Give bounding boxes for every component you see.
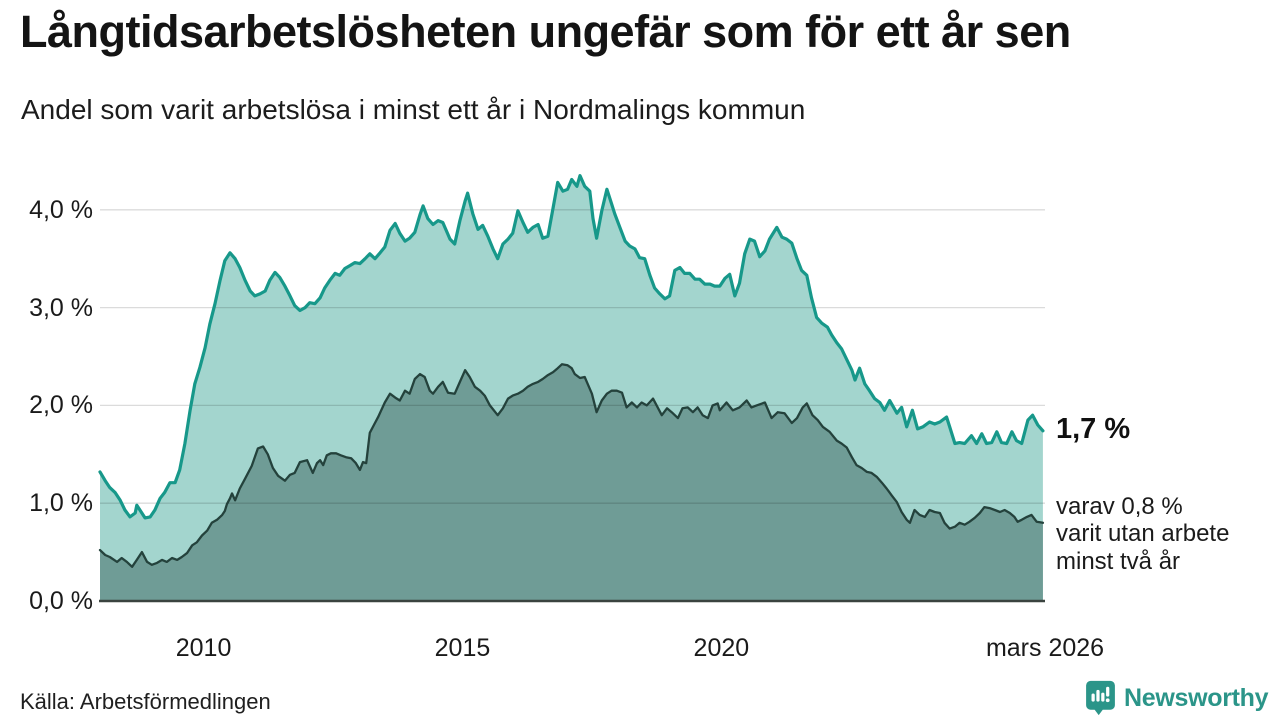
x-tick-label: 2015 — [434, 634, 491, 662]
gridlines — [100, 209, 1045, 504]
total-line — [98, 174, 1045, 520]
y-tick-label: 4,0 % — [29, 195, 93, 224]
y-tick-label: 1,0 % — [29, 489, 93, 518]
newsworthy-wordmark: Newsworthy — [1124, 683, 1269, 712]
total-end-value-label: 1,7 % — [1056, 412, 1131, 445]
two-year-annotation: varav 0,8 % varit utan arbete minst två … — [1056, 493, 1229, 576]
source-credit: Källa: Arbetsförmedlingen — [20, 689, 271, 714]
page-title: Långtidsarbetslösheten ungefär som för e… — [20, 6, 1071, 57]
y-tick-label: 2,0 % — [29, 391, 93, 420]
two-year-annotation-line: minst två år — [1056, 547, 1181, 575]
x-tick-label: mars 2026 — [985, 634, 1105, 662]
x-tick-label: 2010 — [175, 634, 232, 662]
x-tick-label: 2020 — [693, 634, 750, 662]
two-year-area-fill — [100, 364, 1043, 601]
y-tick-label: 3,0 % — [29, 293, 93, 322]
y-tick-label: 0,0 % — [29, 587, 93, 615]
newsworthy-logo: Newsworthy — [1085, 680, 1269, 716]
two-year-annotation-line: varav 0,8 % — [1056, 492, 1183, 520]
page-subtitle: Andel som varit arbetslösa i minst ett å… — [21, 94, 806, 125]
newsworthy-pin-barchart-icon — [1086, 680, 1115, 716]
two-year-annotation-line: varit utan arbete — [1056, 520, 1230, 548]
two-year-line — [98, 363, 1045, 568]
